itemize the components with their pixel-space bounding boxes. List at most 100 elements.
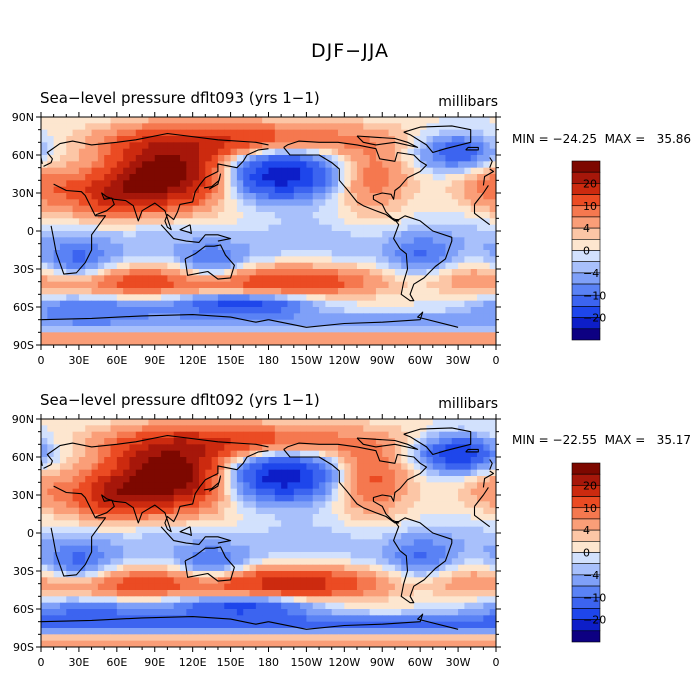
field-cell (287, 123, 295, 131)
field-cell (110, 174, 118, 181)
field-cell (477, 161, 484, 169)
field-cell (458, 526, 465, 534)
field-cell (420, 193, 427, 200)
field-cell (344, 288, 352, 295)
field-cell (41, 218, 48, 226)
field-cell (198, 552, 206, 559)
field-cell (477, 539, 484, 547)
field-cell (249, 275, 257, 283)
field-cell (325, 514, 333, 521)
field-cell (104, 545, 111, 553)
field-cell (53, 463, 61, 471)
field-cell (129, 419, 137, 426)
field-cell (483, 256, 491, 264)
field-cell (319, 507, 326, 515)
field-cell (180, 501, 187, 509)
field-cell (205, 243, 213, 251)
field-cell (401, 590, 408, 597)
field-cell (281, 583, 288, 591)
field-cell (325, 243, 333, 251)
field-cell (142, 123, 149, 131)
field-cell (243, 281, 250, 289)
x-tick-label: 180 (258, 354, 279, 367)
field-cell (66, 425, 73, 433)
field-cell (356, 231, 364, 238)
field-cell (394, 180, 402, 188)
field-cell (236, 526, 244, 534)
field-cell (344, 450, 352, 458)
field-cell (451, 256, 459, 264)
field-cell (382, 250, 389, 257)
field-cell (72, 243, 80, 251)
field-cell (116, 237, 124, 245)
field-cell (281, 262, 288, 270)
field-cell (426, 602, 434, 610)
field-cell (293, 161, 301, 169)
field-cell (91, 545, 99, 553)
field-cell (312, 313, 320, 321)
field-cell (135, 338, 143, 346)
field-cell (470, 514, 478, 521)
field-cell (142, 602, 149, 610)
field-cell (198, 167, 206, 175)
field-cell (116, 262, 124, 270)
field-cell (325, 596, 333, 604)
field-cell (135, 288, 143, 295)
field-cell (407, 193, 415, 200)
field-cell (72, 533, 80, 540)
field-cell (66, 558, 73, 566)
field-cell (173, 425, 181, 433)
field-cell (319, 174, 326, 181)
field-cell (224, 167, 231, 175)
field-cell (470, 193, 478, 200)
field-cell (97, 419, 105, 426)
field-cell (426, 294, 434, 302)
field-cell (167, 444, 175, 452)
field-cell (110, 526, 118, 534)
field-cell (300, 161, 307, 169)
field-cell (224, 482, 231, 490)
field-cell (432, 129, 440, 137)
field-cell (230, 281, 238, 289)
field-cell (388, 332, 396, 340)
field-cell (255, 117, 263, 124)
field-cell (432, 288, 440, 295)
field-cell (186, 526, 194, 534)
field-cell (464, 332, 472, 340)
field-cell (249, 495, 257, 502)
field-cell (66, 609, 73, 616)
field-cell (306, 571, 314, 578)
field-cell (142, 275, 149, 283)
field-cell (489, 231, 497, 238)
field-cell (154, 520, 162, 528)
field-cell (369, 199, 377, 207)
field-cell (249, 262, 257, 270)
field-cell (432, 332, 440, 340)
field-cell (91, 520, 99, 528)
field-cell (167, 319, 175, 327)
field-cell (363, 193, 371, 200)
field-cell (489, 444, 497, 452)
field-cell (91, 161, 99, 169)
field-cell (325, 425, 333, 433)
field-cell (470, 501, 478, 509)
field-cell (394, 526, 402, 534)
field-cell (293, 231, 301, 238)
field-cell (47, 212, 55, 219)
field-cell (211, 161, 219, 169)
field-cell (325, 469, 333, 477)
field-cell (249, 123, 257, 131)
field-cell (167, 300, 175, 308)
field-cell (110, 161, 118, 169)
field-cell (483, 281, 491, 289)
field-cell (363, 482, 371, 490)
field-cell (325, 583, 333, 591)
field-cell (167, 243, 175, 251)
field-cell (338, 288, 345, 295)
field-cell (243, 167, 250, 175)
field-cell (369, 571, 377, 578)
field-cell (293, 558, 301, 566)
field-cell (413, 577, 421, 585)
field-cell (439, 438, 446, 445)
field-cell (85, 231, 92, 238)
